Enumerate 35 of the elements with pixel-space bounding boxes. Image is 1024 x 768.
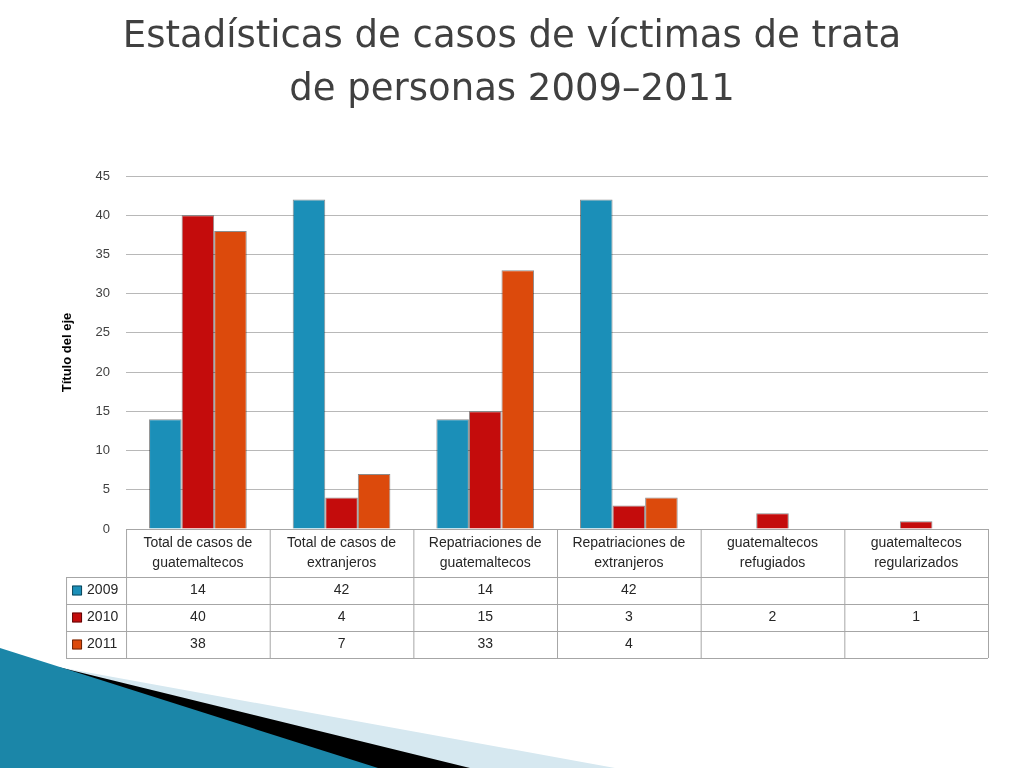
data-label: 15 — [477, 608, 494, 625]
chart-title: Estadísticas de casos de víctimas de trata de personas 2009–2011 — [121, 12, 903, 111]
y-tick-label: 15 — [95, 402, 111, 418]
y-axis-title: Título del eje — [59, 312, 75, 393]
data-label: 1 — [912, 608, 921, 625]
x-tick-label: Total de casos de guatemaltecos — [143, 533, 253, 570]
data-label: 7 — [337, 635, 346, 652]
legend-label: 2010 — [87, 608, 119, 625]
data-label: 2 — [768, 608, 777, 625]
data-label: 40 — [190, 608, 206, 625]
data-label: 4 — [337, 608, 346, 625]
data-label: 42 — [333, 581, 350, 598]
data-label: 14 — [477, 581, 494, 598]
y-tick-label: 30 — [95, 285, 111, 301]
y-tick-label: 45 — [95, 167, 111, 183]
legend-label: 2009 — [87, 581, 119, 598]
y-tick-label: 25 — [95, 324, 111, 340]
x-tick-label: Repatriaciones de guatemaltecos — [428, 533, 542, 570]
legend-label: 2011 — [87, 635, 118, 652]
y-tick-label: 5 — [102, 481, 111, 497]
data-label: 3 — [624, 608, 633, 625]
y-tick-label: 10 — [95, 442, 111, 458]
x-tick-label: guatemaltecos regularizados — [870, 533, 962, 570]
x-tick-label: guatemaltecos refugiados — [726, 533, 819, 570]
data-label: 38 — [190, 635, 206, 652]
data-label: 4 — [624, 635, 633, 652]
y-tick-label: 20 — [95, 363, 111, 379]
x-tick-label: Total de casos de extranjeros — [287, 533, 397, 570]
x-tick-label: Repatriaciones de extranjeros — [572, 533, 686, 570]
y-tick-label: 40 — [95, 206, 111, 222]
data-label: 33 — [477, 635, 494, 652]
y-tick-label: 0 — [102, 520, 111, 536]
data-label: 42 — [621, 581, 637, 598]
y-tick-label: 35 — [95, 246, 111, 262]
data-label: 14 — [190, 581, 206, 598]
